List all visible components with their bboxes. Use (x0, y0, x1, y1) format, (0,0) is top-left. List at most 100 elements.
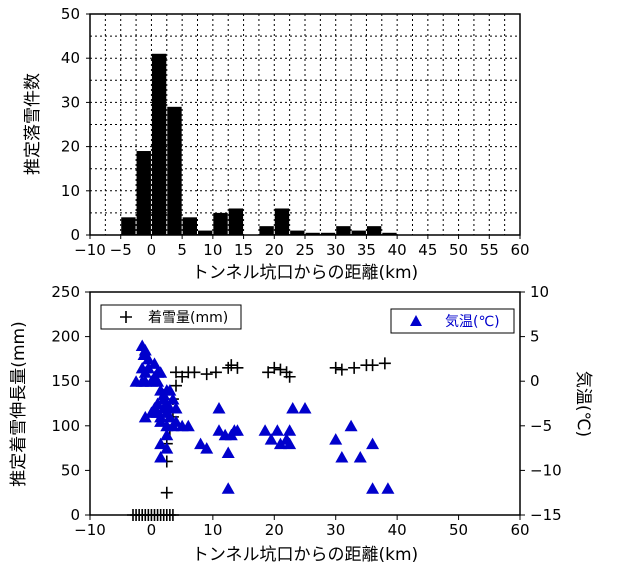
temperature-point-54 (258, 424, 272, 436)
histogram-bar-3 (167, 106, 182, 235)
histogram-bar-1 (136, 151, 151, 235)
histogram-bar-15 (351, 230, 366, 235)
snow-accretion-point-14 (160, 486, 173, 499)
legend-snow-accretion: 着雪量(mm) (100, 304, 242, 330)
temperature-point-55 (264, 433, 278, 445)
scatter-x-ticks: −10 0 10 20 30 40 50 60 (74, 515, 530, 539)
x-tick-label: 60 (510, 521, 529, 539)
scatter-y-ticks: 0 50 100 150 200 250 (51, 283, 90, 524)
y2-tick-label: −5 (530, 417, 552, 435)
snow-accretion-point-32 (274, 363, 287, 376)
legend-temperature: 気温(℃) (390, 308, 515, 334)
legend-temperature-label: 気温(℃) (445, 314, 500, 330)
scatter-plot-frame (89, 291, 521, 516)
histogram-chart: −10 −5 0 5 10 15 20 25 30 35 40 45 50 55 60 0 10 20 30 40 5… (23, 5, 530, 283)
x-tick-label: 45 (418, 241, 437, 259)
x-tick-label: 5 (177, 241, 187, 259)
x-tick-label: 50 (449, 241, 468, 259)
snow-accretion-point-29 (231, 361, 244, 374)
y-tick-label: 0 (70, 506, 80, 524)
temperature-point-50 (221, 482, 235, 494)
histogram-y-ticks: 0 10 20 30 40 50 (61, 5, 90, 244)
x-tick-label: 10 (203, 521, 222, 539)
x-tick-label: 35 (357, 241, 376, 259)
temperature-point-39 (181, 419, 195, 432)
temperature-point-45 (200, 442, 214, 454)
histogram-bars (121, 53, 397, 235)
x-tick-label: −5 (110, 241, 132, 259)
legend-plus-marker (120, 311, 132, 323)
histogram-bar-7 (228, 208, 244, 235)
x-tick-label: 20 (265, 241, 284, 259)
temperature-point-27 (163, 410, 177, 423)
histogram-bar-6 (213, 212, 228, 235)
snow-accretion-point-39 (366, 359, 379, 372)
histogram-bar-5 (198, 230, 213, 235)
y2-tick-label: 0 (530, 372, 540, 390)
histogram-bar-10 (274, 208, 290, 235)
scatter-y2-axis-label: 気温(℃) (573, 371, 593, 437)
y-tick-label: 10 (61, 182, 80, 200)
x-tick-label: 50 (449, 521, 468, 539)
temperature-point-34 (154, 415, 168, 427)
snow-accretion-point-26 (209, 366, 222, 379)
histogram-bar-11 (290, 230, 305, 235)
legend-temperature-box (390, 308, 515, 334)
temperature-point-60 (283, 437, 297, 450)
temperature-point-22 (138, 410, 152, 423)
x-tick-label: 15 (234, 241, 253, 259)
temperature-point-21 (166, 393, 180, 405)
temperature-point-56 (270, 424, 284, 436)
temperature-point-15 (151, 375, 165, 387)
temperature-point-43 (154, 451, 168, 463)
y-tick-label: 0 (70, 226, 80, 244)
temperature-point-64 (335, 451, 349, 463)
snow-accretion-point-40 (378, 357, 391, 370)
temperature-point-3 (141, 352, 155, 365)
histogram-bar-17 (382, 232, 397, 235)
y-tick-label: 20 (61, 138, 80, 156)
histogram-bar-2 (151, 53, 167, 235)
y2-tick-label: 10 (530, 283, 549, 301)
x-tick-label: 0 (147, 241, 157, 259)
y-tick-label: 100 (51, 417, 80, 435)
scatter-x-axis-label: トンネル坑口からの距離(km) (192, 545, 418, 565)
temperature-point-62 (298, 401, 312, 414)
temperature-point-49 (221, 446, 235, 459)
legend-snow-accretion-label: 着雪量(mm) (148, 310, 228, 326)
snow-accretion-point-21 (170, 366, 182, 379)
temperature-point-68 (366, 482, 380, 494)
histogram-bar-4 (182, 217, 197, 235)
temperature-point-65 (344, 419, 358, 432)
y-tick-label: 30 (61, 93, 80, 111)
temperature-point-40 (160, 428, 174, 441)
snow-accretion-point-22 (176, 370, 189, 383)
scatter-y-axis-label: 推定着雪伸長量(mm) (9, 321, 29, 486)
temperature-point-19 (163, 384, 177, 396)
histogram-x-ticks: −10 −5 0 5 10 15 20 25 30 35 40 45 50 55 60 (74, 235, 530, 259)
y-tick-label: 50 (61, 5, 80, 23)
histogram-bar-16 (366, 226, 382, 235)
temperature-point-67 (366, 437, 380, 450)
temperature-point-41 (154, 437, 168, 450)
x-tick-label: 10 (203, 241, 222, 259)
y2-tick-label: −15 (530, 506, 562, 524)
histogram-bar-9 (259, 226, 274, 235)
temperature-point-9 (154, 366, 168, 378)
temperature-points (129, 339, 395, 494)
x-tick-label: 20 (265, 521, 284, 539)
histogram-y-axis-label: 推定落雪件数 (23, 73, 43, 175)
snow-accretion-point-35 (329, 361, 342, 374)
temperature-point-37 (169, 415, 183, 427)
y2-tick-label: −10 (530, 461, 562, 479)
snow-accretion-point-31 (268, 361, 281, 374)
legend-triangle-marker (410, 315, 422, 326)
snow-accretion-point-25 (200, 368, 213, 381)
x-tick-label: 30 (326, 241, 345, 259)
temperature-point-61 (286, 401, 300, 414)
x-tick-label: −10 (74, 521, 106, 539)
histogram-bar-12 (305, 232, 320, 235)
temperature-point-57 (273, 437, 287, 450)
